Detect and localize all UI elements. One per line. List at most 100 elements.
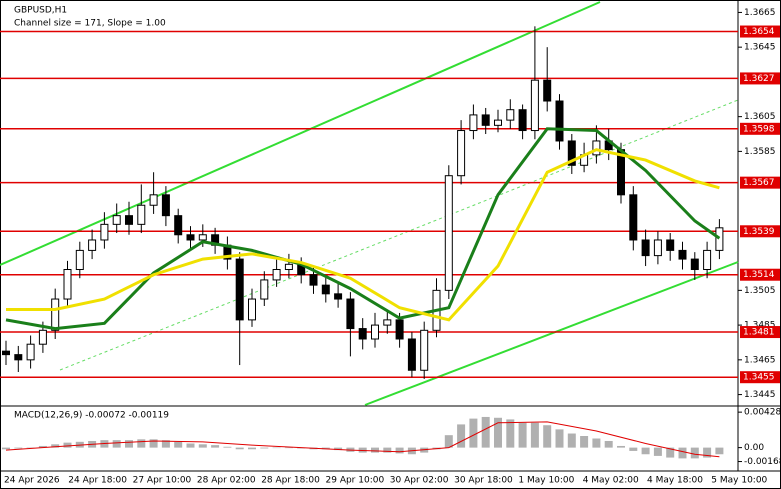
- macd-bar: [518, 422, 527, 448]
- macd-title: MACD(12,26,9) -0.00072 -0.00119: [14, 411, 169, 421]
- candle-body: [641, 239, 650, 257]
- candle-body: [100, 223, 109, 241]
- x-tick-label: 4 May 02:00: [583, 476, 639, 486]
- macd-bar: [703, 447, 712, 458]
- macd-bar: [38, 445, 47, 448]
- candle-body: [149, 194, 158, 206]
- candle-body: [494, 119, 502, 126]
- x-tick-label: 4 May 18:00: [647, 476, 703, 486]
- level-label-box: [740, 225, 780, 238]
- level-label: 1.3514: [743, 270, 775, 280]
- candle-body: [161, 194, 170, 217]
- macd-bar: [223, 446, 232, 448]
- candle-body: [125, 215, 133, 225]
- candle-body: [371, 324, 379, 340]
- channel-lower: [364, 261, 739, 406]
- candle-body: [75, 249, 84, 271]
- chart-subtitle: Channel size = 171, Slope = 1.00: [14, 19, 166, 29]
- y-tick-label: 1.3585: [744, 147, 776, 157]
- macd-bar: [198, 444, 207, 448]
- candle-body: [26, 343, 35, 361]
- candle-body: [248, 298, 256, 321]
- candle-body: [530, 79, 539, 132]
- candle-body: [88, 239, 97, 251]
- candle-body: [678, 249, 687, 260]
- candle-body: [395, 319, 404, 340]
- x-tick-label: 30 Apr 02:00: [390, 476, 449, 486]
- level-label: 1.3539: [743, 227, 775, 237]
- macd-bar: [481, 416, 490, 448]
- x-tick-label: 29 Apr 10:00: [326, 476, 385, 486]
- candle-body: [358, 328, 367, 340]
- x-tick-label: 30 Apr 18:00: [454, 476, 513, 486]
- candle-body: [63, 269, 72, 300]
- candle-body: [38, 329, 47, 345]
- macd-bar: [457, 424, 466, 448]
- candle-body: [235, 258, 244, 321]
- candle-body: [444, 175, 453, 291]
- candle-body: [653, 239, 662, 257]
- macd-bar: [186, 443, 195, 448]
- macd-bar: [567, 433, 576, 448]
- moving-average: [6, 148, 720, 322]
- candle-body: [174, 215, 183, 236]
- candle-body: [383, 319, 392, 326]
- y-tick-label: 1.3505: [744, 286, 776, 296]
- macd-bar: [26, 447, 35, 449]
- x-tick-label: 24 Apr 2026: [4, 476, 60, 486]
- candle-body: [469, 114, 478, 132]
- candle-body: [518, 109, 527, 132]
- macd-bar: [530, 422, 539, 448]
- macd-bar: [604, 440, 613, 448]
- macd-bar: [715, 447, 724, 455]
- candle-body: [346, 298, 355, 330]
- y-tick-label: 1.3645: [744, 43, 776, 53]
- level-label: 1.3627: [743, 74, 775, 84]
- macd-bar: [653, 447, 662, 456]
- macd-signal: [5, 421, 720, 458]
- level-label-box: [740, 326, 780, 339]
- candle-body: [703, 249, 712, 271]
- candle-body: [592, 140, 601, 156]
- level-label-box: [740, 122, 780, 135]
- macd-bar: [125, 440, 133, 448]
- x-tick-label: 28 Apr 02:00: [197, 476, 256, 486]
- y-tick-label: 1.3465: [744, 355, 776, 365]
- moving-average: [5, 127, 721, 331]
- macd-bar: [555, 429, 564, 448]
- macd-bar: [629, 447, 638, 451]
- candle-body: [272, 269, 281, 281]
- macd-bar: [14, 447, 23, 449]
- macd-bar: [580, 436, 589, 448]
- candle-body: [51, 298, 60, 331]
- macd-bar: [63, 442, 72, 448]
- candle-body: [420, 329, 429, 371]
- candle-body: [2, 350, 10, 356]
- y-tick-label: 0.00428: [744, 408, 781, 418]
- candle-body: [321, 284, 330, 295]
- macd-bar: [506, 419, 515, 448]
- candle-body: [629, 194, 638, 241]
- macd-bar: [666, 447, 675, 458]
- candle-body: [14, 354, 23, 361]
- candle-body: [260, 279, 269, 300]
- candle-body: [543, 79, 552, 102]
- candle-body: [666, 239, 675, 251]
- macd-bar: [211, 445, 220, 448]
- macd-bar: [334, 447, 343, 451]
- macd-bar: [272, 447, 281, 449]
- macd-bar: [284, 447, 293, 449]
- level-label-box: [740, 176, 780, 189]
- chart-title: GBPUSD,H1: [14, 6, 67, 16]
- candle-body: [309, 274, 318, 286]
- y-tick-label: 1.3445: [744, 390, 776, 400]
- candle-body: [186, 234, 195, 241]
- level-label: 1.3481: [743, 328, 775, 338]
- level-label-box: [740, 25, 780, 38]
- candle-body: [407, 338, 416, 371]
- level-label: 1.3455: [743, 373, 775, 383]
- y-tick-label: 1.3605: [744, 112, 776, 122]
- y-tick-label: 1.3485: [744, 321, 776, 331]
- level-label: 1.3654: [743, 27, 775, 37]
